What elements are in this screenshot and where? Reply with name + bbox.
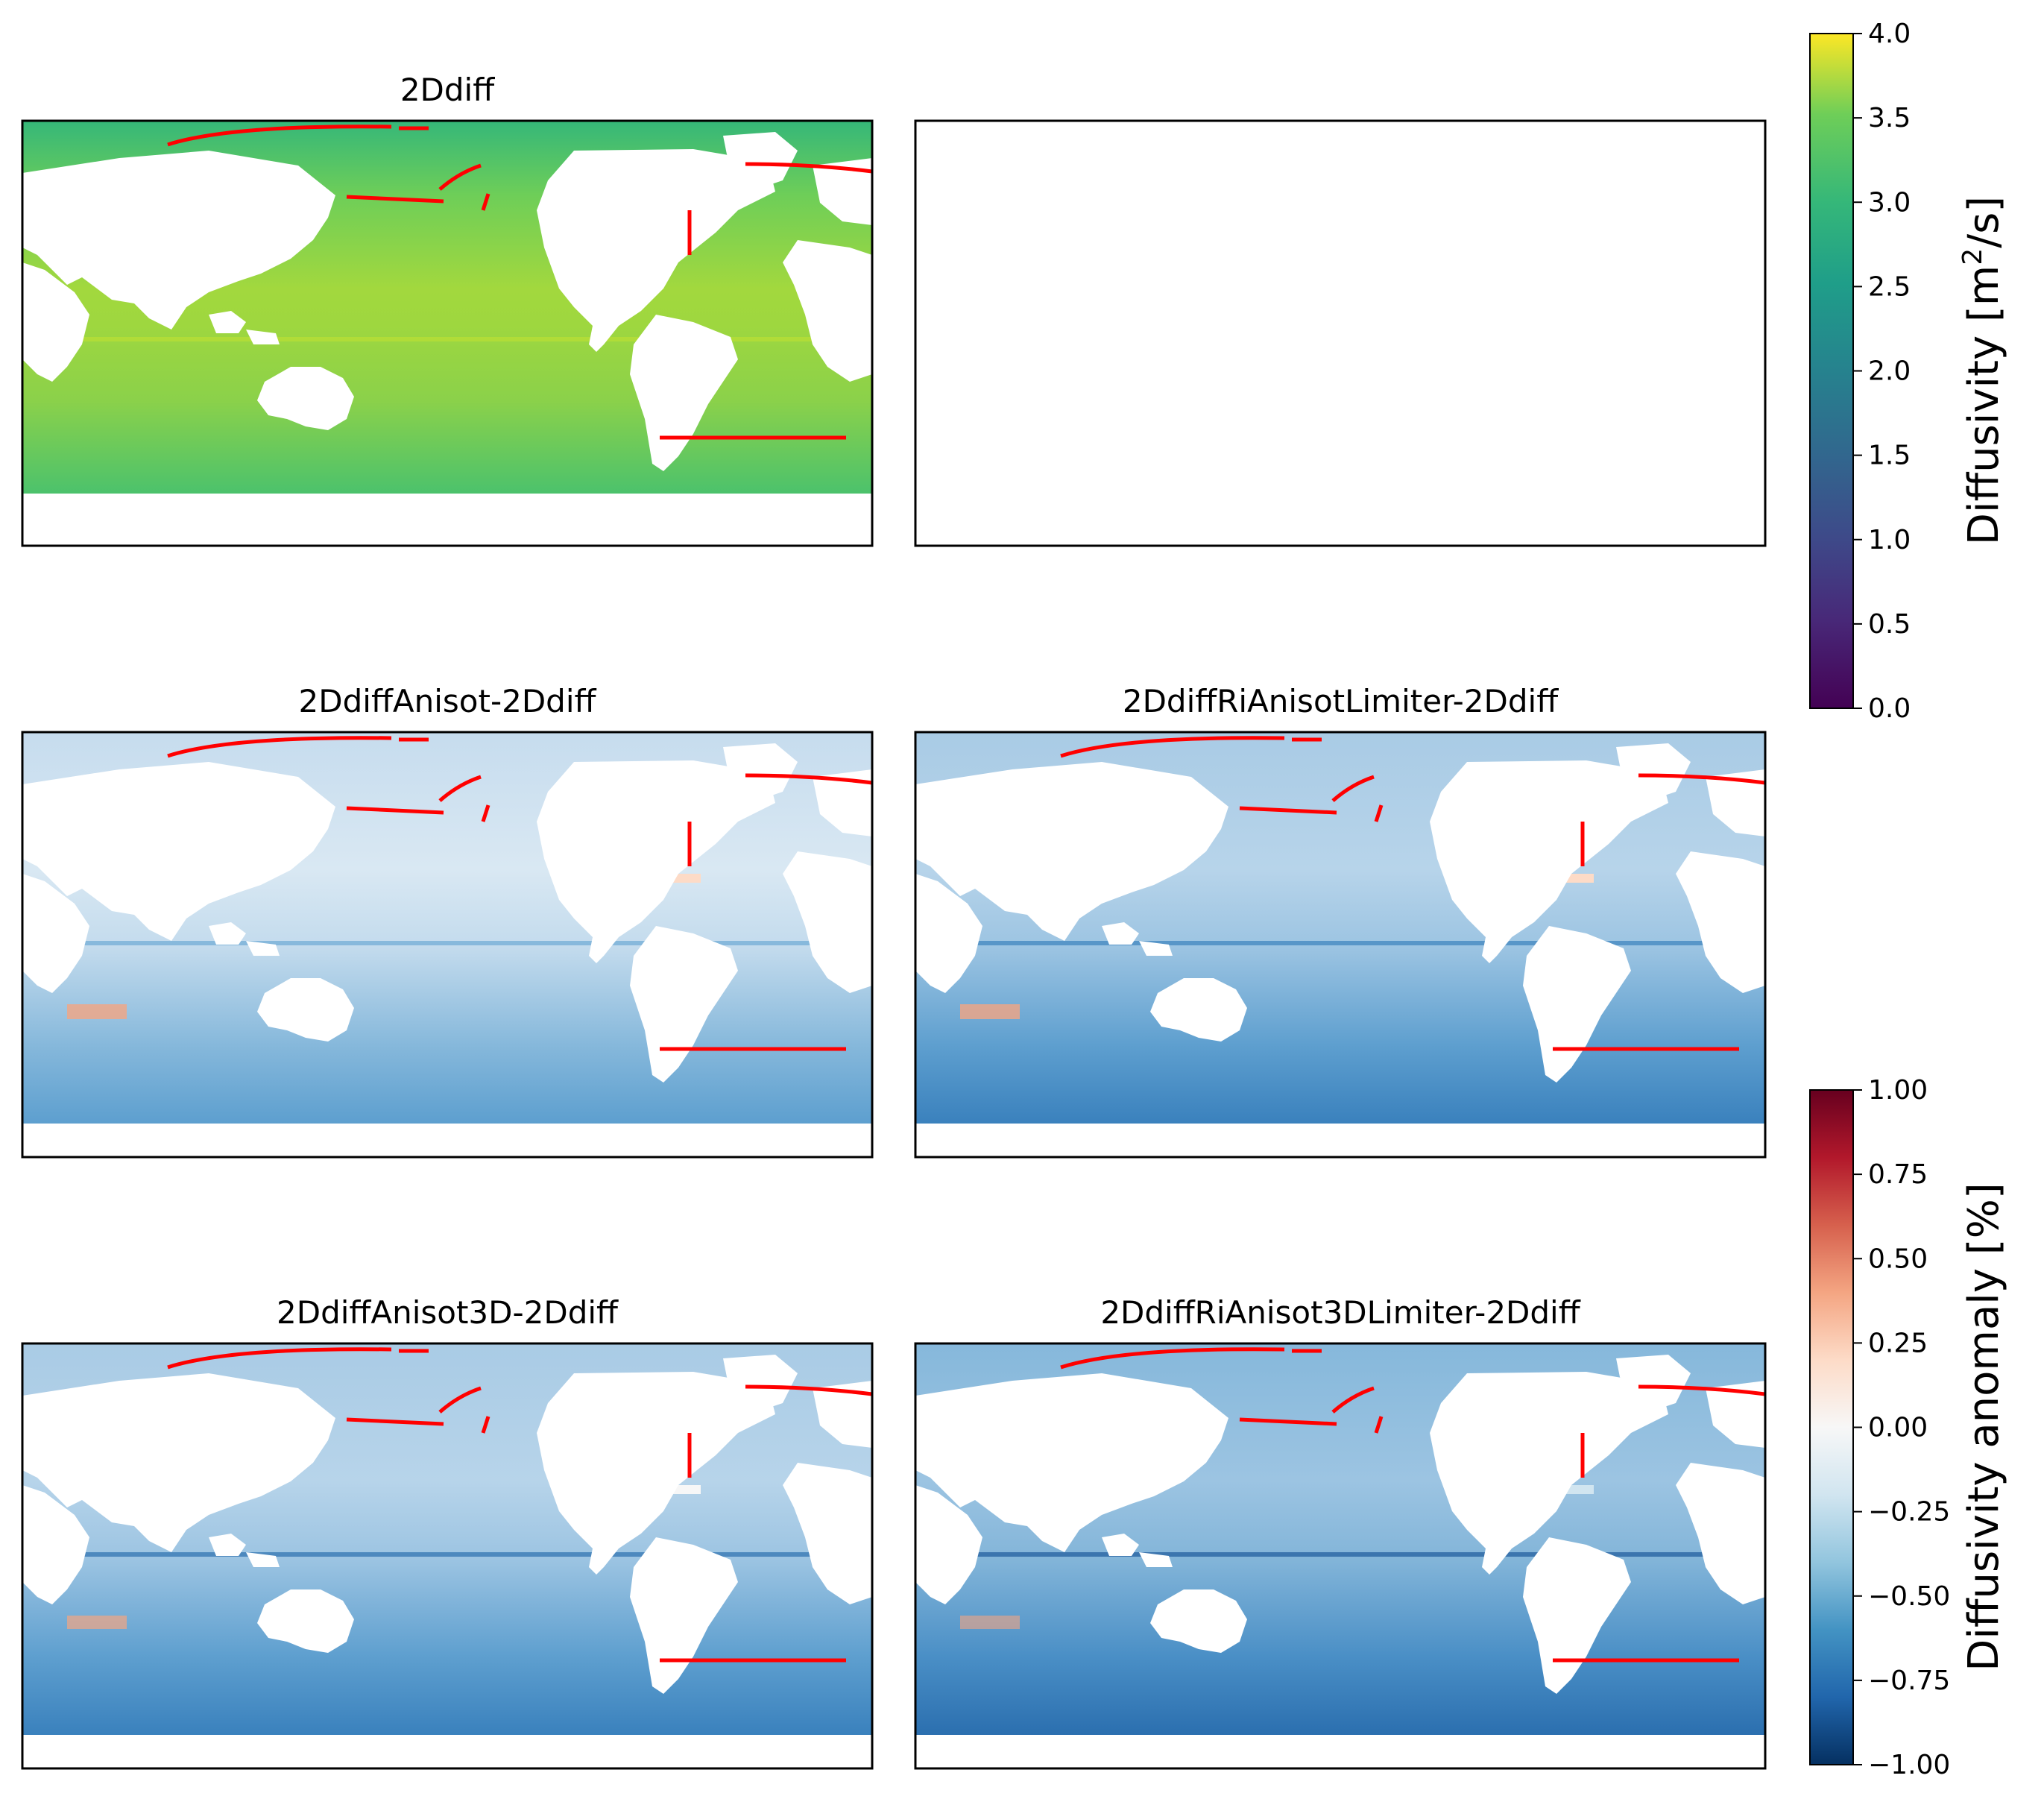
colorbar-tick-label: 1.00 [1868,1075,1928,1106]
map-frame [21,119,874,547]
colorbar-tick-label: 0.25 [1868,1328,1928,1358]
panel-2ddiff: 2Ddiff [21,72,874,547]
colorbar-ticks: 0.0 0.5 1.0 1.5 2.0 2.5 3.0 3.5 4.0 [1853,19,1911,724]
panel-empty [914,119,1767,547]
map-frame [914,731,1767,1159]
colorbar-tick-label: 2.0 [1868,356,1911,387]
map-frame [914,119,1767,547]
colorbar-gradient [1809,1089,1854,1765]
colorbar-tick-label: −0.50 [1868,1581,1950,1612]
map-frame [21,731,874,1159]
colorbar-tick-label: −1.00 [1868,1750,1950,1780]
colorbar-anomaly: −1.00 −0.75 −0.50 −0.25 0.00 0.25 0.50 0.75 1.00… [1809,1075,2008,1780]
colorbar-tick-label: 0.75 [1868,1159,1928,1190]
colorbar-tick-label: 1.0 [1868,525,1911,555]
panel-title: 2DdiffAnisot-2Ddiff [299,683,597,719]
panel-title: 2DdiffRiAnisot3DLimiter-2Ddiff [1100,1294,1580,1331]
colorbar-tick-label: 1.5 [1868,441,1911,471]
panel-title: 2Ddiff [400,72,495,108]
colorbar-tick-label: 3.0 [1868,187,1911,218]
map-frame [21,1342,874,1770]
colorbar-tick-label: −0.75 [1868,1666,1950,1696]
colorbar-tick-label: 0.00 [1868,1413,1928,1443]
panel-2ddiffanisot: 2DdiffAnisot-2Ddiff [21,683,874,1159]
panel-title: 2DdiffAnisot3D-2Ddiff [277,1294,619,1331]
colorbar-tick-label: 3.5 [1868,103,1911,133]
panel-2ddiffrianisot3dlimiter: 2DdiffRiAnisot3DLimiter-2Ddiff [914,1294,1767,1770]
colorbar-label: Diffusivity anomaly [%] [1960,1182,2008,1671]
map-frame [914,1342,1767,1770]
colorbar-tick-label: −0.25 [1868,1497,1950,1528]
panel-2ddiffanisot3d: 2DdiffAnisot3D-2Ddiff [21,1294,874,1770]
colorbar-tick-label: 4.0 [1868,19,1911,49]
panel-title: 2DdiffRiAnisotLimiter-2Ddiff [1123,683,1559,719]
colorbar-tick-label: 0.50 [1868,1244,1928,1274]
colorbar-tick-label: 0.5 [1868,609,1911,640]
colorbar-tick-label: 0.0 [1868,693,1911,724]
panel-2ddiffrianisotlimiter: 2DdiffRiAnisotLimiter-2Ddiff [914,683,1767,1159]
colorbar-label: Diffusivity [m2/s] [1958,196,2008,545]
colorbar-ticks: −1.00 −0.75 −0.50 −0.25 0.00 0.25 0.50 0.75 1.00 [1853,1075,1950,1780]
colorbar-tick-label: 2.5 [1868,271,1911,302]
colorbar-diffusivity: 0.0 0.5 1.0 1.5 2.0 2.5 3.0 3.5 4.0 Diffusivity … [1809,19,2008,724]
colorbar-gradient [1809,33,1854,709]
